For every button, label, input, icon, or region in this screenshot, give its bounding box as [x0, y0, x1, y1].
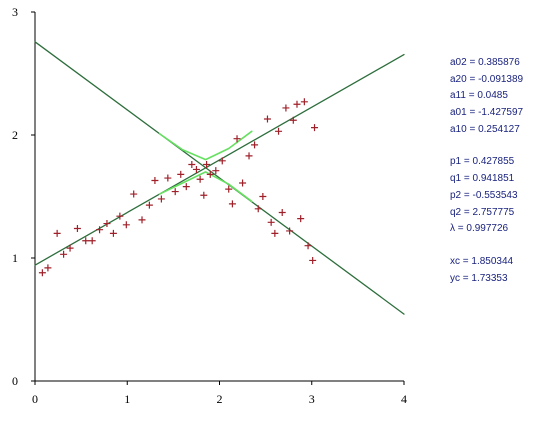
- param-p1: p1 = 0.427855: [450, 156, 515, 168]
- line-parameter-group: p1 = 0.427855 q1 = 0.941851 p2 = -0.5535…: [450, 154, 540, 237]
- data-point: [145, 201, 153, 209]
- data-point: [138, 216, 146, 224]
- param-xc: xc = 1.850344: [450, 255, 514, 267]
- data-point: [206, 170, 214, 178]
- data-point: [225, 185, 233, 193]
- data-point: [251, 141, 259, 149]
- data-point: [286, 227, 294, 235]
- param-q2: q2 = 2.757775: [450, 206, 515, 218]
- coefficient-group: a02 = 0.385876 a20 = -0.091389 a11 = 0.0…: [450, 55, 540, 138]
- x-tick-label: 3: [309, 392, 315, 406]
- fitted-curves: [34, 41, 405, 315]
- data-point: [164, 174, 172, 182]
- data-point: [275, 127, 283, 135]
- param-a02: a02 = 0.385876: [450, 57, 520, 68]
- data-point: [233, 135, 241, 143]
- data-point: [177, 170, 185, 178]
- data-point: [271, 229, 279, 237]
- data-point: [289, 116, 297, 124]
- data-point: [192, 165, 200, 173]
- data-point: [282, 104, 290, 112]
- fitted-hyperbola-branch: [158, 130, 253, 161]
- y-tick-label: 3: [12, 5, 18, 19]
- tick-labels: 0 1 2 3 4 0 1 2 3: [12, 5, 407, 406]
- data-point: [103, 220, 111, 228]
- y-tick-label: 2: [12, 128, 18, 142]
- param-a10: a10 = 0.254127: [450, 123, 520, 135]
- x-tick-label: 2: [217, 392, 223, 406]
- data-point: [188, 161, 196, 169]
- data-point: [267, 218, 275, 226]
- asymptote-line: [34, 53, 405, 266]
- data-point: [53, 229, 61, 237]
- param-a11: a11 = 0.0485: [450, 90, 508, 102]
- data-point: [212, 167, 220, 175]
- data-point: [239, 179, 247, 187]
- data-point: [297, 215, 305, 223]
- asymptote-line: [34, 41, 405, 315]
- param-a20: a20 = -0.091389: [450, 73, 524, 85]
- data-point: [38, 269, 46, 277]
- param-lambda: λ = 0.997726: [450, 223, 509, 235]
- param-a01: a01 = -1.427597: [450, 107, 524, 119]
- center-group: xc = 1.850344 yc = 1.73353: [450, 254, 540, 287]
- data-point: [130, 190, 138, 198]
- data-point: [263, 115, 271, 123]
- data-point: [88, 237, 96, 245]
- data-point: [259, 193, 267, 200]
- x-tick-label: 0: [32, 392, 38, 406]
- data-points: [38, 98, 319, 277]
- data-point: [66, 244, 74, 252]
- y-tick-label: 0: [12, 374, 18, 388]
- data-point: [82, 237, 90, 245]
- data-point: [73, 224, 81, 232]
- data-point: [304, 242, 312, 250]
- data-point: [203, 161, 211, 169]
- data-point: [122, 221, 130, 229]
- data-point: [300, 98, 308, 106]
- param-p2: p2 = -0.553543: [450, 189, 518, 201]
- data-point: [151, 177, 159, 185]
- data-point: [293, 100, 301, 108]
- data-point: [157, 195, 165, 203]
- x-tick-label: 1: [124, 392, 130, 406]
- param-q1: q1 = 0.941851: [450, 173, 515, 185]
- data-point: [309, 256, 317, 264]
- data-point: [60, 250, 68, 258]
- data-point: [228, 200, 236, 208]
- data-point: [311, 124, 319, 132]
- y-tick-label: 1: [12, 251, 18, 265]
- param-yc: yc = 1.73353: [450, 272, 508, 284]
- parameter-panel: a02 = 0.385876 a20 = -0.091389 a11 = 0.0…: [450, 55, 540, 303]
- x-tick-label: 4: [401, 392, 407, 406]
- data-point: [218, 157, 226, 165]
- axes: [31, 11, 405, 385]
- data-point: [116, 212, 124, 220]
- data-point: [182, 183, 190, 191]
- data-point: [109, 229, 117, 237]
- data-point: [96, 226, 104, 234]
- data-point: [44, 264, 52, 272]
- fitted-hyperbola-branch: [158, 171, 253, 203]
- data-point: [278, 208, 286, 216]
- data-point: [245, 152, 253, 160]
- data-point: [254, 205, 262, 213]
- data-point: [196, 175, 204, 183]
- data-point: [171, 188, 179, 196]
- data-point: [200, 191, 208, 199]
